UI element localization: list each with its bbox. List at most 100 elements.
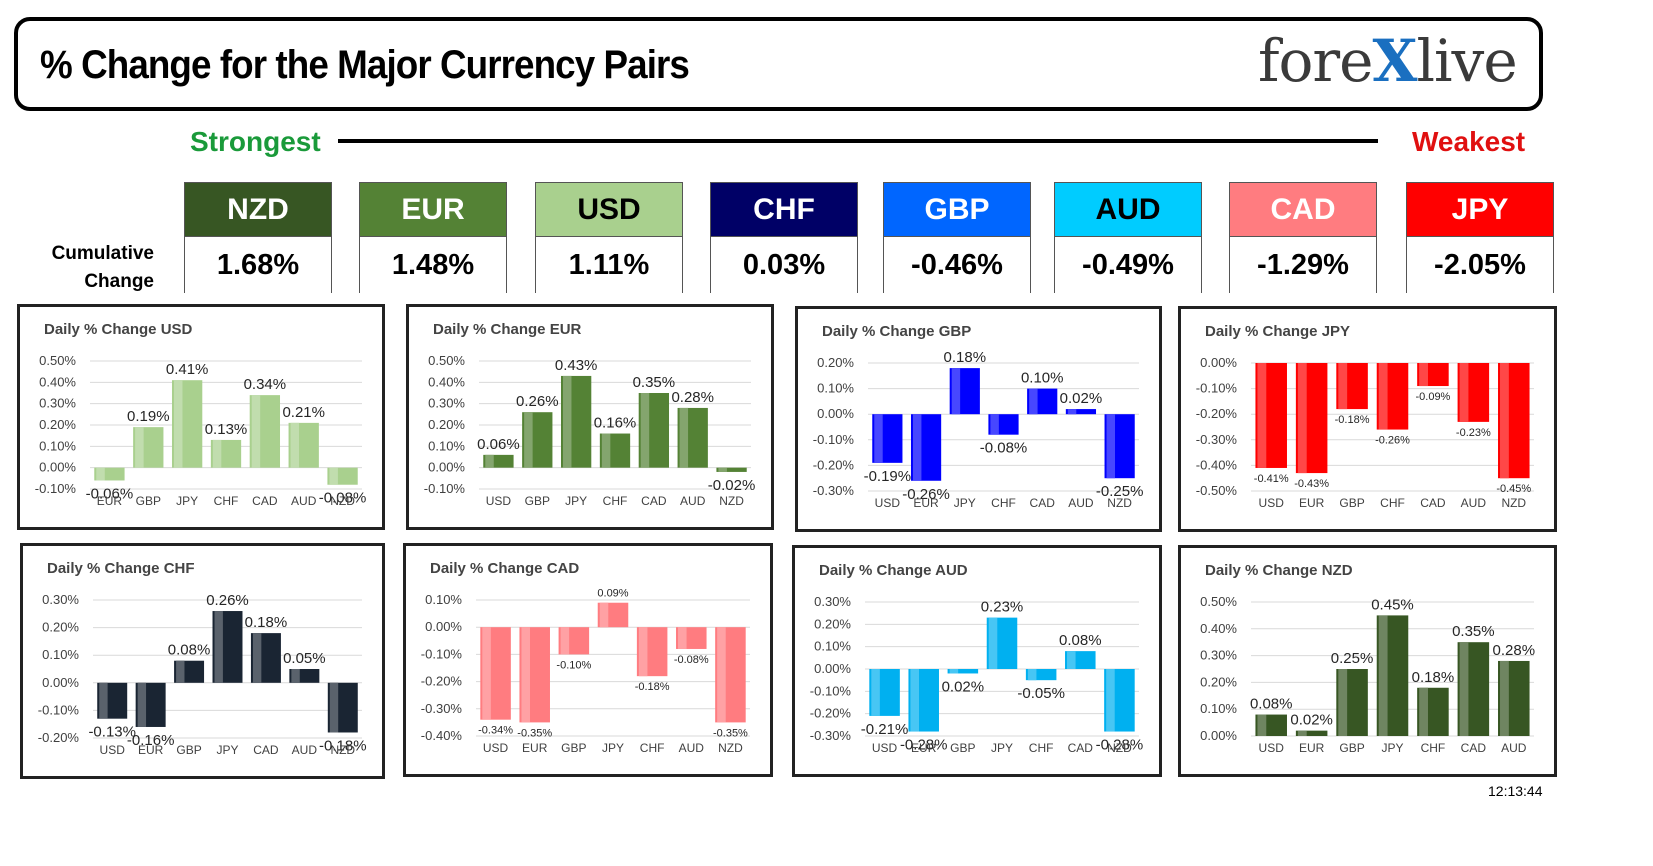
category-label: USD (483, 741, 509, 755)
y-tick-label: -0.20% (1196, 406, 1238, 421)
bar-highlight (1500, 363, 1509, 479)
category-label: EUR (522, 741, 548, 755)
bar-chart: 0.30% 0.20% 0.10% 0.00% -0.10% -0.20% -0.30% -0… (810, 594, 1144, 755)
category-label: AUD (1501, 741, 1527, 755)
bar-highlight (1378, 615, 1388, 736)
category-label: CHF (1029, 741, 1054, 755)
category-label: NZD (719, 494, 744, 508)
strongest-label: Strongest (190, 126, 321, 157)
currency-code: EUR (360, 183, 506, 237)
y-tick-label: 0.00% (1200, 355, 1237, 370)
category-label: NZD (330, 494, 355, 508)
bar-highlight (560, 627, 570, 655)
data-label: 0.43% (555, 357, 598, 374)
data-label: -0.10% (556, 659, 591, 671)
data-label: -0.35% (713, 727, 748, 739)
y-tick-label: 0.10% (425, 592, 462, 607)
data-label: -0.09% (1415, 391, 1450, 403)
data-label: 0.28% (671, 389, 714, 406)
bar-highlight (1500, 660, 1509, 736)
category-label: CHF (214, 494, 239, 508)
y-tick-label: 0.10% (42, 647, 79, 662)
bar-highlight (137, 682, 147, 727)
bar-highlight (874, 414, 883, 463)
y-tick-label: -0.10% (38, 702, 80, 717)
data-label: 0.02% (1060, 390, 1103, 407)
category-label: GBP (176, 743, 201, 757)
data-label: -0.02% (708, 477, 756, 494)
bar-highlight (990, 414, 999, 435)
category-label: CAD (641, 494, 667, 508)
category-label: JPY (991, 741, 1013, 755)
data-label: -0.18% (1335, 414, 1370, 426)
bar-highlight (678, 627, 687, 649)
data-label: 0.45% (1371, 596, 1414, 613)
chart-panel-4: Daily % Change CHF 0.30% 0.20% 0.10% 0.00% -0… (20, 543, 385, 779)
data-label: -0.28% (900, 737, 948, 754)
y-tick-label: 0.40% (1200, 621, 1237, 636)
bar-highlight (949, 669, 959, 674)
y-tick-label: 0.00% (39, 460, 76, 475)
chart-title: Daily % Change USD (44, 321, 193, 338)
y-tick-label: 0.50% (428, 353, 465, 368)
data-label: 0.02% (942, 678, 985, 695)
cumulative-value: 0.03% (711, 237, 857, 294)
category-label: EUR (1299, 741, 1325, 755)
category-label: EUR (913, 496, 939, 510)
category-label: USD (875, 496, 901, 510)
category-label: GBP (1339, 741, 1364, 755)
y-tick-label: 0.40% (428, 374, 465, 389)
bar-highlight (1419, 687, 1428, 736)
bar-chart: 0.50% 0.40% 0.30% 0.20% 0.10% 0.00% -0.10% -0.0… (35, 353, 367, 508)
data-label: -0.28% (1096, 737, 1144, 754)
bar-highlight (871, 669, 880, 716)
bar-nzd (716, 467, 747, 472)
y-tick-label: 0.30% (814, 594, 851, 609)
bar-chart: 0.30% 0.20% 0.10% 0.00% -0.10% -0.20% -0.13% US… (38, 592, 367, 757)
category-label: CHF (1380, 496, 1405, 510)
bar-chart: 0.00% -0.10% -0.20% -0.30% -0.40% -0.50% -0.41… (1196, 355, 1534, 510)
data-label: 0.18% (245, 614, 288, 631)
data-label: -0.45% (1496, 483, 1531, 495)
bar-chart: 0.10% 0.00% -0.10% -0.20% -0.30% -0.40% -0.34%… (421, 588, 750, 755)
bar-highlight (482, 627, 491, 720)
y-tick-label: -0.10% (1196, 381, 1238, 396)
bar-highlight (524, 412, 533, 468)
y-tick-label: -0.40% (1196, 457, 1238, 472)
data-label: 0.28% (1493, 642, 1536, 659)
category-label: AUD (291, 494, 317, 508)
bar-chart: 0.50% 0.40% 0.30% 0.20% 0.10% 0.00% -0.10% 0.06… (424, 353, 756, 508)
data-label: 0.18% (1412, 669, 1455, 686)
bar-highlight (1106, 669, 1115, 732)
bar-highlight (601, 433, 611, 468)
currency-box-chf: CHF 0.03% (710, 182, 858, 294)
bar-highlight (214, 611, 223, 683)
y-tick-label: 0.00% (42, 675, 79, 690)
data-label: 0.21% (282, 404, 325, 421)
y-tick-label: -0.40% (421, 728, 463, 743)
chart-panel-6: Daily % Change AUD 0.30% 0.20% 0.10% 0.00% -0… (792, 545, 1162, 777)
y-tick-label: 0.20% (39, 417, 76, 432)
category-label: NZD (718, 741, 743, 755)
y-tick-label: 0.20% (814, 616, 851, 631)
category-label: AUD (292, 743, 318, 757)
y-tick-label: -0.30% (1196, 432, 1238, 447)
category-label: CAD (1461, 741, 1487, 755)
y-tick-label: 0.00% (817, 406, 854, 421)
bar-highlight (951, 368, 961, 415)
data-label: 0.35% (1452, 623, 1495, 640)
category-label: CAD (1068, 741, 1094, 755)
data-label: -0.26% (1375, 435, 1410, 447)
y-tick-label: -0.10% (35, 481, 77, 496)
bar-highlight (290, 422, 300, 468)
category-label: GBP (525, 494, 550, 508)
y-tick-label: -0.10% (421, 646, 463, 661)
currency-box-aud: AUD -0.49% (1054, 182, 1202, 294)
data-label: 0.09% (597, 588, 628, 600)
bar-highlight (251, 395, 261, 468)
category-label: CHF (991, 496, 1016, 510)
category-label: AUD (1068, 496, 1094, 510)
weakest-label: Weakest (1412, 126, 1526, 157)
y-tick-label: -0.20% (810, 706, 852, 721)
y-tick-label: 0.10% (428, 438, 465, 453)
